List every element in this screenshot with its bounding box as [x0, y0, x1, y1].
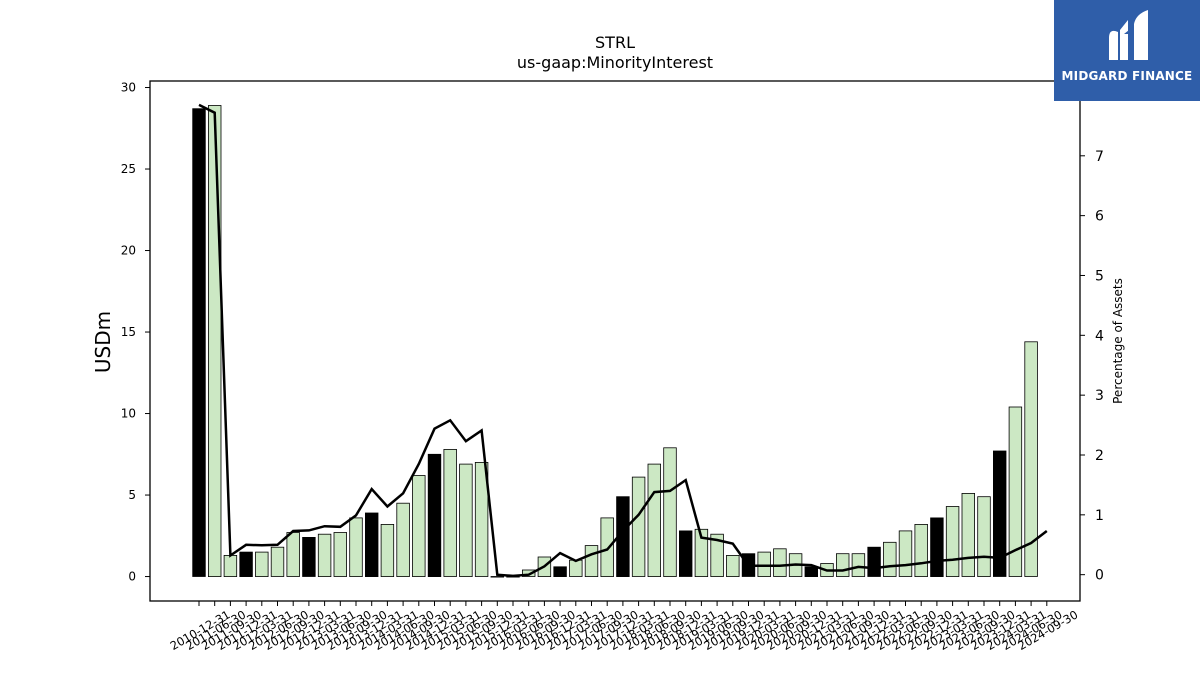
- chart-subtitle: us-gaap:MinorityInterest: [517, 53, 713, 72]
- y2-tick-label: 6: [1095, 209, 1104, 225]
- y2-tick-label: 1: [1095, 508, 1104, 524]
- bar-2018-12-31: [679, 530, 693, 577]
- y-axis-label: USDm: [91, 311, 115, 373]
- bar-2012-06-30: [270, 546, 285, 577]
- bar-2021-12-31: [867, 546, 881, 577]
- bar-2012-03-31: [255, 551, 269, 577]
- bar-2011-09-30: [223, 555, 238, 578]
- y-tick-label: 20: [121, 244, 136, 258]
- bar-2013-03-31: [317, 533, 332, 578]
- bar-2013-09-30: [349, 517, 363, 578]
- bar-2019-06-30: [710, 533, 724, 578]
- bar-2019-09-30: [726, 555, 740, 578]
- y2-tick-label: 5: [1095, 268, 1104, 284]
- bar-2023-06-30: [961, 492, 976, 577]
- bar-2016-06-30: [522, 569, 536, 577]
- bar-2019-03-31: [694, 528, 709, 577]
- y-tick-label: 15: [121, 325, 136, 339]
- y2-tick-label: 7: [1095, 149, 1104, 165]
- bar-2017-09-30: [600, 517, 614, 578]
- bar-2015-06-30: [459, 463, 473, 578]
- line-group: [198, 103, 1048, 578]
- y2-tick-label: 3: [1095, 388, 1104, 404]
- y-tick-label: 30: [121, 81, 136, 95]
- bar-2012-09-30: [286, 532, 300, 577]
- bar-2014-09-30: [412, 475, 426, 577]
- bar-2022-12-31: [930, 517, 944, 578]
- logo-mark-icon: [1109, 10, 1148, 60]
- bar-2017-06-30: [584, 545, 599, 577]
- bar-2020-03-31: [757, 551, 771, 577]
- bar-2021-06-30: [836, 553, 850, 577]
- bar-2011-12-31: [239, 551, 253, 577]
- y2-axis-label: Percentage of Assets: [1111, 278, 1125, 404]
- bar-2011-06-30: [207, 105, 222, 578]
- bar-2024-03-31: [1008, 406, 1023, 577]
- bar-2023-12-31: [993, 450, 1007, 577]
- y-tick-label: 25: [121, 162, 136, 176]
- bar-2020-06-30: [773, 548, 787, 577]
- bar-2024-06-30: [1024, 341, 1038, 577]
- bar-2010-12-31: [192, 108, 206, 577]
- y2-axis: 0 1 2 3 4 5 6 7: [1080, 149, 1104, 584]
- bar-2018-09-30: [663, 447, 677, 577]
- y-tick-label: 0: [128, 570, 136, 584]
- y2-tick-label: 4: [1095, 328, 1104, 344]
- bar-2014-03-31: [380, 524, 395, 578]
- bar-2015-12-31: [490, 576, 505, 578]
- bar-2014-12-31: [427, 453, 442, 577]
- chart-title: STRL: [595, 33, 635, 52]
- logo-text: MIDGARD FINANCE: [1061, 69, 1193, 83]
- y-tick-label: 5: [128, 488, 136, 502]
- bar-2022-06-30: [898, 530, 913, 577]
- bar-2013-06-30: [333, 532, 348, 577]
- bar-2017-03-31: [569, 559, 583, 577]
- bar-2023-09-30: [977, 496, 991, 578]
- bar-2012-12-31: [302, 537, 316, 577]
- plot-frame: [149, 80, 1081, 602]
- y-axis: 0 5 10 15 20 25 30: [121, 81, 150, 584]
- bar-2016-12-31: [553, 566, 567, 577]
- bar-2015-09-30: [474, 461, 489, 577]
- bar-2014-06-30: [396, 502, 410, 578]
- y2-tick-label: 0: [1095, 568, 1104, 584]
- y2-tick-label: 2: [1095, 448, 1104, 464]
- y-tick-label: 10: [121, 407, 136, 421]
- bar-2021-09-30: [851, 553, 866, 577]
- bar-2020-12-31: [804, 566, 819, 577]
- percentage-line: [198, 103, 1048, 578]
- midgard-finance-logo: MIDGARD FINANCE: [1054, 0, 1200, 101]
- bar-2015-03-31: [443, 448, 457, 577]
- x-axis: 2010-12-312011-06-302011-09-302011-12-31…: [168, 601, 1080, 653]
- bars-group: [192, 105, 1038, 578]
- bar-2018-06-30: [647, 463, 662, 578]
- bar-2022-03-31: [883, 541, 897, 577]
- bar-2018-03-31: [631, 476, 646, 577]
- bar-2023-03-31: [945, 506, 960, 577]
- bar-2022-09-30: [914, 524, 928, 578]
- bar-2013-12-31: [364, 512, 379, 577]
